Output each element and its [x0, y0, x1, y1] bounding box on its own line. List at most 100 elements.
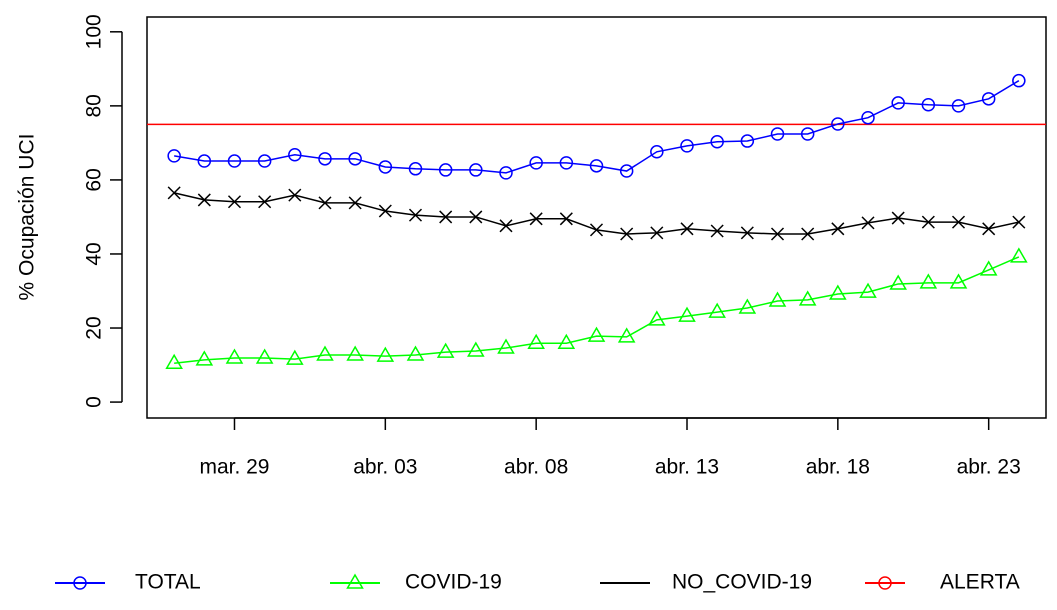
point — [829, 284, 847, 300]
point — [318, 152, 332, 166]
point — [559, 156, 574, 170]
point — [316, 345, 334, 361]
point — [288, 188, 302, 202]
plot-frame — [146, 16, 1047, 419]
legend-label: ALERTA — [940, 571, 1020, 594]
point — [529, 156, 543, 170]
series-line — [173, 192, 1020, 235]
y-tick-label: 100 — [83, 14, 106, 49]
point — [798, 290, 817, 306]
point — [648, 310, 666, 326]
point — [680, 222, 694, 236]
point — [919, 273, 938, 289]
point — [167, 149, 181, 163]
legend-marker — [878, 576, 892, 590]
point — [348, 196, 362, 210]
point — [195, 350, 214, 366]
point — [620, 227, 634, 241]
point — [197, 154, 212, 168]
point — [859, 282, 877, 298]
point — [376, 346, 395, 362]
point — [348, 152, 362, 166]
x-tick-label: abr. 03 — [353, 456, 417, 479]
point — [951, 99, 966, 113]
y-tick-label: 0 — [83, 396, 106, 408]
point — [499, 219, 513, 233]
point — [346, 345, 364, 361]
point — [257, 154, 272, 168]
point — [861, 110, 875, 125]
x-tick-label: abr. 18 — [806, 456, 870, 479]
y-tick-label: 60 — [83, 168, 106, 191]
point — [469, 210, 483, 224]
point — [165, 353, 183, 369]
point — [770, 227, 785, 241]
series-line — [174, 80, 1020, 174]
point — [617, 327, 636, 343]
point — [740, 226, 754, 240]
x-tick-label: abr. 23 — [957, 456, 1021, 479]
point — [981, 92, 996, 106]
point — [227, 195, 242, 209]
point — [258, 195, 272, 209]
point — [678, 306, 696, 322]
point — [225, 348, 244, 364]
point — [982, 222, 996, 236]
point — [378, 160, 393, 174]
point — [469, 163, 483, 177]
point — [255, 348, 274, 364]
point — [770, 127, 785, 141]
point — [467, 341, 485, 357]
point — [1012, 73, 1026, 88]
point — [650, 145, 664, 159]
point — [406, 345, 425, 361]
point — [438, 163, 453, 177]
y-tick-label: 80 — [83, 94, 106, 117]
point — [861, 216, 875, 230]
point — [227, 154, 242, 168]
point — [738, 298, 757, 314]
point — [619, 164, 634, 178]
point — [889, 274, 907, 290]
legend-label: COVID-19 — [405, 571, 502, 594]
point — [499, 166, 513, 180]
legend-marker — [346, 573, 364, 589]
point — [197, 193, 211, 207]
point — [378, 204, 392, 218]
point — [1012, 215, 1026, 229]
point — [439, 210, 453, 224]
point — [921, 215, 935, 229]
point — [587, 326, 606, 342]
point — [768, 291, 787, 307]
point — [800, 127, 815, 141]
legend-marker — [73, 576, 87, 590]
point — [708, 302, 726, 318]
series-line — [174, 256, 1020, 364]
point — [408, 208, 423, 222]
point — [831, 117, 845, 131]
point — [891, 96, 905, 110]
point — [557, 333, 576, 349]
point — [949, 273, 968, 289]
point — [436, 342, 455, 358]
point — [680, 139, 694, 153]
point — [318, 196, 332, 210]
point — [921, 98, 936, 112]
legend-label: NO_COVID-19 — [672, 571, 812, 594]
point — [831, 222, 845, 236]
point — [589, 159, 604, 173]
point — [801, 227, 815, 241]
point — [1010, 247, 1028, 263]
point — [650, 226, 664, 240]
x-tick-label: abr. 08 — [504, 456, 568, 479]
point — [559, 212, 573, 226]
legend-label: TOTAL — [135, 571, 201, 594]
point — [710, 135, 724, 149]
x-tick-label: mar. 29 — [199, 456, 269, 479]
point — [408, 162, 423, 176]
y-tick-label: 40 — [83, 242, 106, 265]
point — [167, 186, 181, 200]
y-tick-label: 20 — [83, 316, 106, 339]
x-tick-label: abr. 13 — [655, 456, 719, 479]
